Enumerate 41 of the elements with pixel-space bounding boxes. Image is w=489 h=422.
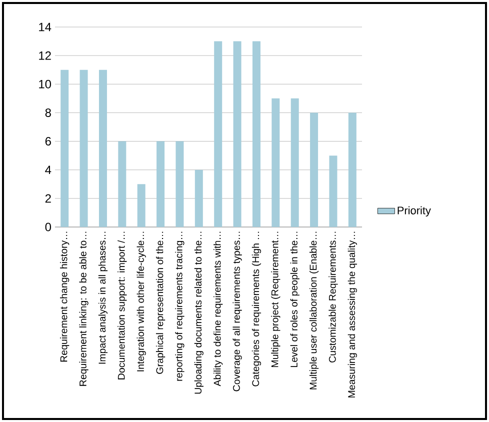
y-tick-label: 10 (39, 80, 52, 88)
x-tick-label: Coverage of all requirements types… (232, 232, 242, 392)
x-tick-label: Customizable Requirements… (328, 232, 338, 362)
x-tick-label: Level of roles of people in the… (290, 232, 300, 368)
bar (233, 41, 242, 227)
legend-label: Priority (398, 206, 431, 216)
x-tick-label: Multiple project (Requirement… (271, 232, 280, 368)
x-tick-label: Measuring and assessing the quality… (348, 232, 357, 398)
x-tick-label: Requirement change history… (60, 232, 70, 362)
bar (60, 70, 69, 227)
x-tick-label: reporting of requirements tracing… (175, 232, 184, 381)
y-tick-label: 6 (45, 137, 51, 146)
x-tick-label: Multiple user collaboration (Enable… (309, 232, 319, 390)
bar (272, 98, 280, 227)
bar (290, 98, 299, 227)
y-tick-label: 8 (45, 108, 51, 117)
bar (176, 141, 184, 227)
bar (80, 70, 88, 227)
bar (194, 170, 203, 227)
x-tick-label: Categories of requirements (High … (252, 232, 262, 386)
y-tick-label: 0 (45, 222, 52, 232)
bar (137, 184, 146, 227)
bar (156, 141, 165, 227)
bar (98, 70, 107, 227)
x-tick-label: Impact analysis in all phases… (98, 232, 108, 364)
y-tick-label: 12 (39, 51, 51, 60)
bar (118, 141, 126, 227)
x-tick-label: Ability to define requirements with… (214, 232, 223, 386)
x-tick-label: Uploading documents related to the… (194, 232, 204, 394)
y-tick-label: 2 (45, 194, 51, 203)
x-tick-label: Integration with other life-cycle… (136, 232, 146, 372)
bar (329, 156, 338, 227)
x-tick-label: Graphical representation of the… (156, 232, 166, 374)
y-tick-label: 4 (45, 166, 52, 174)
bar (252, 41, 260, 227)
bar (310, 112, 318, 227)
x-tick-label: Documentation support: import /… (118, 232, 127, 380)
bar (348, 112, 356, 227)
x-tick-label: Requirement linking: to be able to… (79, 232, 88, 386)
bar (214, 41, 222, 227)
y-tick-label: 14 (39, 22, 52, 32)
